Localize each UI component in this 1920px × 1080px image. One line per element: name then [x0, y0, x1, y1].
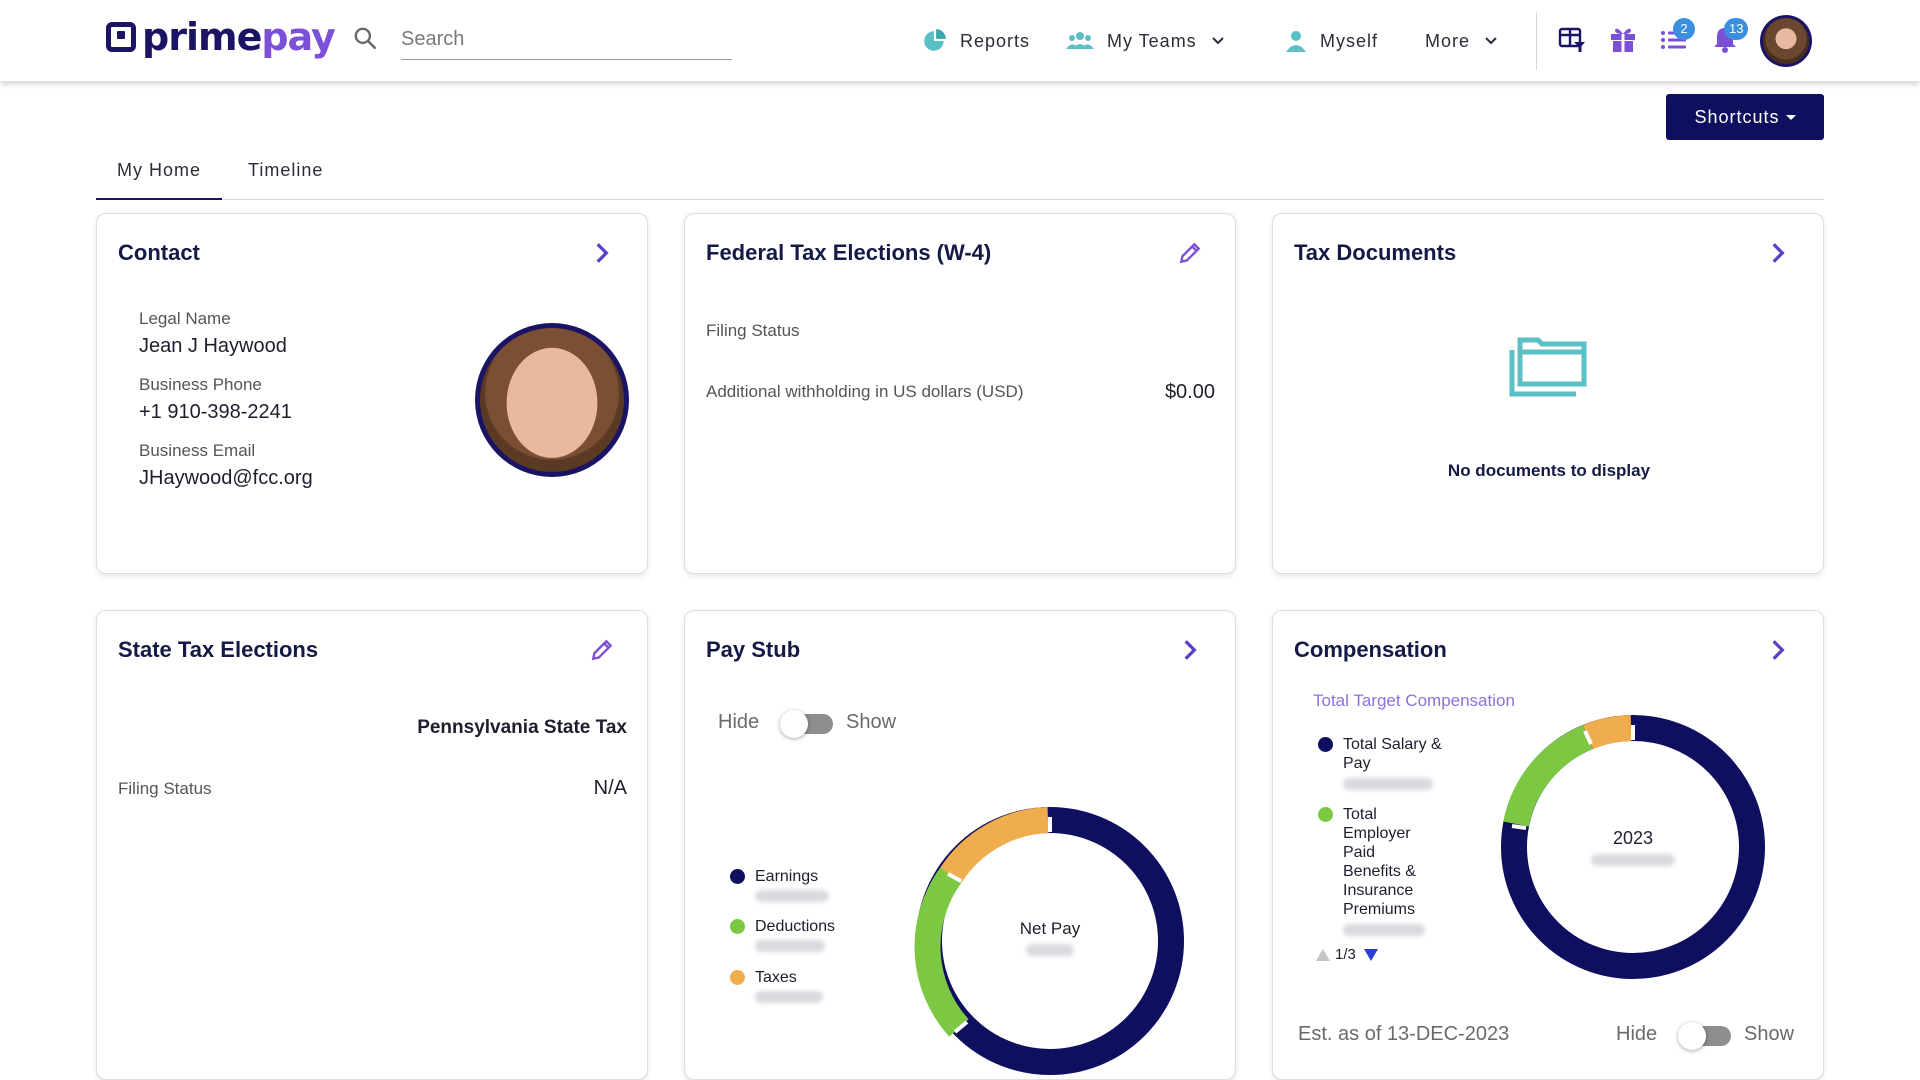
pencil-icon[interactable] — [1177, 240, 1203, 266]
benefits-legend-label: Total Employer Paid Benefits & Insurance… — [1343, 806, 1416, 918]
chevron-right-icon[interactable] — [1765, 240, 1791, 266]
nav-divider — [1536, 12, 1537, 70]
search-input[interactable] — [401, 20, 732, 60]
folder-icon — [1509, 337, 1587, 397]
taxes-legend-dot — [730, 970, 745, 985]
nav-more-label: More — [1425, 30, 1471, 51]
salary-legend-dot — [1318, 737, 1333, 752]
user-avatar-image — [1763, 18, 1809, 64]
contact-card: Contact Legal Name Jean J Haywood Busine… — [96, 213, 648, 574]
pay-stub-title: Pay Stub — [706, 637, 801, 662]
time-entry-icon[interactable] — [1557, 24, 1587, 54]
triangle-up-icon[interactable] — [1315, 948, 1331, 962]
person-icon — [1286, 31, 1306, 52]
gift-icon[interactable] — [1608, 24, 1638, 54]
compensation-donut-chart — [1501, 715, 1765, 979]
state-tax-title: State Tax Elections — [118, 637, 319, 662]
federal-tax-card: Federal Tax Elections (W-4) Filing Statu… — [684, 213, 1236, 574]
salary-hidden-amount — [1343, 778, 1433, 790]
contact-title: Contact — [118, 240, 200, 265]
nav-more[interactable]: More — [1425, 24, 1498, 58]
shortcuts-label: Shortcuts — [1694, 106, 1780, 127]
compensation-hide-label: Hide — [1616, 1023, 1658, 1045]
chevron-right-icon[interactable] — [1177, 637, 1203, 663]
net-pay-donut-chart — [914, 807, 1184, 1075]
benefits-hidden-amount — [1343, 924, 1425, 936]
total-target-compensation-label: Total Target Compensation — [1313, 691, 1515, 710]
estimate-date: Est. as of 13-DEC-2023 — [1298, 1023, 1510, 1045]
logo-mark-icon — [106, 22, 136, 52]
state-filing-status-value: N/A — [593, 777, 627, 799]
user-avatar[interactable] — [1760, 15, 1812, 67]
paystub-hide-label: Hide — [718, 711, 760, 733]
federal-tax-title: Federal Tax Elections (W-4) — [706, 240, 992, 265]
paystub-amount-toggle[interactable] — [780, 710, 833, 738]
net-pay-center-label: Net Pay — [1019, 919, 1081, 938]
pencil-icon[interactable] — [589, 637, 615, 663]
state-name: Pennsylvania State Tax — [417, 717, 627, 738]
business-email-label: Business Email — [139, 441, 256, 460]
contact-photo — [475, 323, 629, 477]
nav-my-teams-label: My Teams — [1107, 30, 1197, 51]
state-filing-status-label: Filing Status — [118, 779, 212, 798]
deductions-hidden-amount — [755, 940, 825, 952]
logo-text-prime: prime — [142, 15, 262, 59]
pay-stub-card: Pay Stub Hide Show Earnings Deductions T… — [684, 610, 1236, 1080]
notification-count-badge: 13 — [1724, 18, 1749, 40]
taxes-hidden-amount — [755, 991, 823, 1003]
home-tabs: My Home Timeline — [96, 150, 1824, 200]
compensation-year-label: 2023 — [1612, 828, 1654, 848]
legal-name-label: Legal Name — [139, 309, 231, 328]
earnings-legend-dot — [730, 869, 745, 884]
chevron-right-icon[interactable] — [1765, 637, 1791, 663]
top-navigation-bar: primepay Reports My Teams — [0, 0, 1920, 81]
tax-documents-card: Tax Documents No documents to display — [1272, 213, 1824, 574]
net-pay-hidden-amount — [1026, 944, 1074, 956]
chevron-down-icon — [1211, 37, 1224, 45]
earnings-hidden-amount — [755, 890, 829, 902]
compensation-hidden-amount — [1591, 854, 1675, 866]
additional-withholding-label: Additional withholding in US dollars (US… — [706, 382, 1024, 401]
caret-down-icon — [1785, 115, 1796, 121]
deductions-legend-label: Deductions — [755, 918, 836, 935]
compensation-pager: 1/3 — [1335, 946, 1356, 963]
nav-reports[interactable]: Reports — [922, 24, 1030, 58]
nav-reports-label: Reports — [960, 30, 1031, 51]
state-tax-card: State Tax Elections Pennsylvania State T… — [96, 610, 648, 1080]
business-email-value: JHaywood@fcc.org — [139, 467, 313, 489]
additional-withholding-value: $0.00 — [1164, 381, 1215, 403]
team-icon — [1066, 32, 1094, 49]
shortcuts-button[interactable]: Shortcuts — [1666, 94, 1824, 140]
no-documents-message: No documents to display — [1447, 461, 1651, 480]
nav-myself-label: Myself — [1320, 30, 1379, 51]
legal-name-value: Jean J Haywood — [139, 335, 287, 357]
tax-documents-title: Tax Documents — [1294, 240, 1457, 265]
nav-myself[interactable]: Myself — [1284, 24, 1378, 58]
tab-my-home[interactable]: My Home — [96, 150, 223, 200]
compensation-title: Compensation — [1294, 637, 1447, 662]
compensation-show-label: Show — [1744, 1023, 1795, 1045]
nav-my-teams[interactable]: My Teams — [1065, 24, 1225, 58]
primepay-logo[interactable]: primepay — [106, 15, 336, 59]
task-count-badge: 2 — [1673, 18, 1695, 40]
deductions-legend-dot — [730, 919, 745, 934]
chevron-right-icon[interactable] — [589, 240, 615, 266]
compensation-amount-toggle[interactable] — [1678, 1022, 1731, 1050]
taxes-legend-label: Taxes — [755, 969, 797, 986]
tab-timeline[interactable]: Timeline — [248, 160, 324, 180]
earnings-legend-label: Earnings — [755, 868, 819, 885]
pie-chart-icon — [924, 29, 946, 51]
chevron-down-icon — [1485, 37, 1497, 45]
triangle-down-icon[interactable] — [1363, 948, 1379, 962]
compensation-card: Compensation Total Target Compensation T… — [1272, 610, 1824, 1080]
paystub-show-label: Show — [846, 711, 897, 733]
business-phone-label: Business Phone — [139, 375, 262, 394]
business-phone-value: +1 910-398-2241 — [139, 401, 292, 423]
salary-legend-label: Total Salary & Pay — [1343, 736, 1442, 772]
federal-filing-status-label: Filing Status — [706, 321, 800, 340]
search-icon[interactable] — [352, 25, 378, 51]
benefits-legend-dot — [1318, 807, 1333, 822]
logo-text-pay: pay — [261, 15, 335, 59]
